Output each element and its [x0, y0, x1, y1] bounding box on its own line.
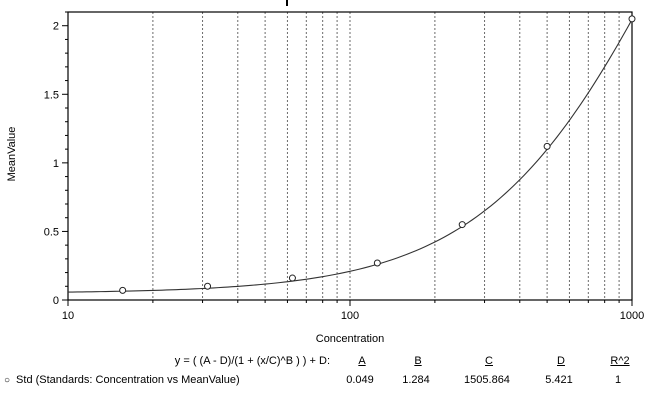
param-header-r2: R^2 [610, 355, 630, 367]
cropped-title-mark [286, 0, 288, 6]
param-header-c: C [485, 355, 493, 367]
param-value-b: 1.284 [402, 374, 430, 386]
data-point [119, 286, 127, 294]
fit-equation: y = ( (A - D)/(1 + (x/C)^B ) ) + D: [174, 355, 330, 367]
y-axis-label: MeanValue [6, 126, 18, 182]
svg-text:10: 10 [62, 310, 74, 322]
svg-text:100: 100 [341, 310, 359, 322]
x-axis-ticks: 10 100 1000 [62, 300, 644, 322]
param-value-c: 1505.864 [464, 374, 510, 386]
data-point [373, 259, 381, 267]
standard-curve-chart: 0 0.5 1 1.5 2 10 100 1000 [44, 0, 644, 322]
svg-text:0: 0 [53, 295, 59, 307]
param-header-a: A [358, 355, 366, 367]
data-point [204, 282, 212, 290]
series-legend: ○ Std (Standards: Concentration vs MeanVa… [0, 374, 334, 386]
param-value-a: 0.049 [346, 374, 374, 386]
std-marker-icon: ○ [4, 375, 11, 386]
svg-text:0.5: 0.5 [44, 226, 59, 238]
data-point [628, 15, 636, 23]
data-point [458, 221, 466, 229]
param-value-d: 5.421 [545, 374, 573, 386]
fit-parameter-value-row: ○ Std (Standards: Concentration vs MeanVa… [0, 374, 650, 386]
fit-parameter-table: y = ( (A - D)/(1 + (x/C)^B ) ) + D: A B … [0, 355, 650, 386]
param-header-b: B [414, 355, 422, 367]
svg-text:2: 2 [53, 21, 59, 33]
param-value-r2: 1 [614, 374, 622, 386]
svg-text:1: 1 [53, 158, 59, 170]
param-header-d: D [557, 355, 565, 367]
y-axis-ticks: 0 0.5 1 1.5 2 [44, 11, 68, 307]
svg-text:1000: 1000 [620, 310, 644, 322]
fit-parameter-header-row: y = ( (A - D)/(1 + (x/C)^B ) ) + D: A B … [0, 355, 650, 367]
data-point [543, 142, 551, 150]
fit-curve [67, 19, 633, 293]
series-legend-label: Std (Standards: Concentration vs MeanVal… [16, 374, 240, 386]
standard-points [119, 15, 636, 294]
gridlines [152, 12, 620, 300]
svg-text:1.5: 1.5 [44, 89, 59, 101]
data-point [288, 274, 296, 282]
x-axis-label: Concentration [315, 333, 385, 345]
